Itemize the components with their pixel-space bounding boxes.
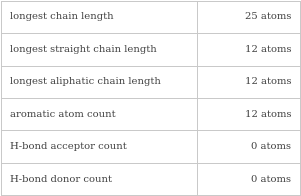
Text: H-bond donor count: H-bond donor count <box>10 175 112 184</box>
Text: longest straight chain length: longest straight chain length <box>10 45 157 54</box>
Text: 12 atoms: 12 atoms <box>245 77 291 86</box>
Text: 25 atoms: 25 atoms <box>245 12 291 21</box>
Text: H-bond acceptor count: H-bond acceptor count <box>10 142 127 151</box>
Text: 0 atoms: 0 atoms <box>251 175 291 184</box>
Text: longest aliphatic chain length: longest aliphatic chain length <box>10 77 161 86</box>
Text: 12 atoms: 12 atoms <box>245 110 291 119</box>
Text: aromatic atom count: aromatic atom count <box>10 110 116 119</box>
Text: 0 atoms: 0 atoms <box>251 142 291 151</box>
Text: 12 atoms: 12 atoms <box>245 45 291 54</box>
Text: longest chain length: longest chain length <box>10 12 113 21</box>
